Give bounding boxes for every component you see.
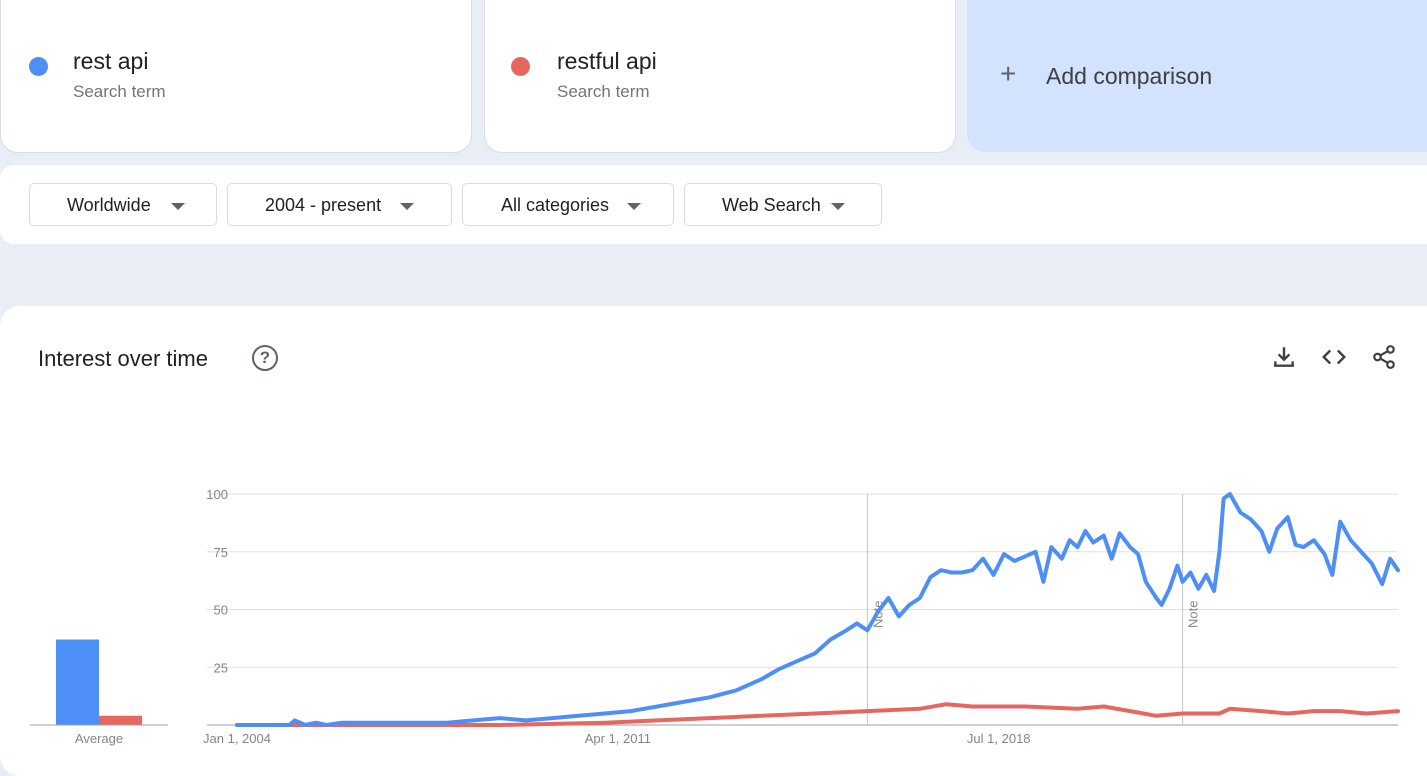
search-type-dropdown[interactable]: Web Search (684, 183, 882, 226)
term-type: Search term (73, 82, 166, 101)
add-comparison-button[interactable]: + Add comparison (967, 0, 1427, 152)
panel-title: Interest over time (38, 346, 208, 371)
time-range-label: 2004 - present (265, 195, 382, 215)
filter-bar: Worldwide 2004 - present All categories … (0, 165, 1427, 244)
time-range-dropdown[interactable]: 2004 - present (227, 183, 452, 226)
term-name[interactable]: rest api (73, 48, 149, 74)
category-dropdown[interactable]: All categories (462, 183, 674, 226)
term-name[interactable]: restful api (557, 48, 657, 74)
download-icon[interactable] (1271, 344, 1297, 370)
term-card-restful-api[interactable]: restful api Search term (484, 0, 956, 153)
series-color-dot (511, 57, 530, 76)
category-label: All categories (501, 195, 610, 215)
share-icon[interactable] (1371, 344, 1397, 370)
term-type: Search term (557, 82, 650, 101)
region-dropdown[interactable]: Worldwide (29, 183, 217, 226)
plus-icon: + (1000, 58, 1017, 89)
interest-over-time-panel: Interest over time ? (0, 306, 1427, 776)
search-type-label: Web Search (722, 195, 821, 215)
caret-down-icon (400, 203, 414, 210)
help-icon[interactable]: ? (252, 345, 278, 371)
caret-down-icon (627, 203, 641, 210)
term-card-rest-api[interactable]: rest api Search term (0, 0, 472, 153)
embed-code-icon[interactable] (1321, 344, 1347, 370)
add-comparison-label: Add comparison (1046, 63, 1213, 89)
series-color-dot (29, 57, 48, 76)
caret-down-icon (831, 203, 845, 210)
region-label: Worldwide (67, 195, 151, 215)
caret-down-icon (171, 203, 185, 210)
